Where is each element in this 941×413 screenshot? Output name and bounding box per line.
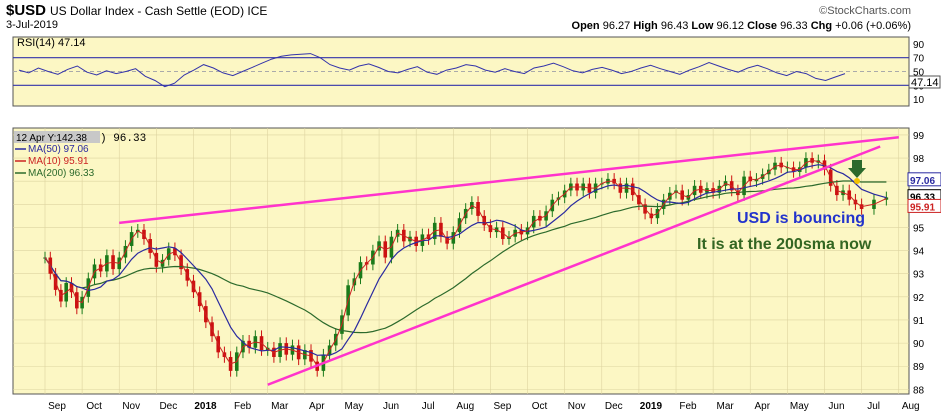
- x-tick-label: Dec: [159, 401, 177, 412]
- exchange: ICE: [247, 4, 268, 18]
- trendlines: [119, 136, 899, 386]
- price-label: 95.91: [910, 202, 935, 213]
- close-label: Close: [747, 20, 778, 32]
- price-label: 96.33: [910, 193, 935, 204]
- legend-entry: MA(200) 96.33: [28, 168, 95, 179]
- x-tick-label: Feb: [679, 401, 697, 412]
- chg-value: +0.06 (+0.06%): [835, 20, 911, 32]
- symbol: $USD: [6, 2, 47, 19]
- open-value: 96.27: [602, 20, 631, 32]
- x-tick-label: Dec: [605, 401, 623, 412]
- x-tick-label: Apr: [309, 401, 325, 412]
- x-tick-label: 2019: [640, 401, 663, 412]
- rsi-current-label: 47.14: [911, 77, 939, 89]
- price-tick-label: 89: [913, 362, 925, 373]
- price-tick-label: 90: [913, 339, 925, 350]
- price-label-box: [907, 172, 941, 187]
- x-tick-label: Nov: [122, 401, 140, 412]
- price-tick-label: 93: [913, 270, 925, 281]
- x-tick-label: Feb: [234, 401, 252, 412]
- chart-date: 3-Jul-2019: [6, 19, 58, 31]
- legend-entry: MA(10) 95.91: [28, 156, 89, 167]
- stockcharts-logo: ©StockCharts.com: [819, 5, 911, 17]
- rsi-axis: 1030507090: [913, 40, 925, 106]
- price-readout: 12 Apr Y:142.38: [16, 133, 87, 144]
- high-value: 96.43: [660, 20, 689, 32]
- x-tick-label: Aug: [902, 401, 920, 412]
- x-tick-label: Mar: [271, 401, 289, 412]
- x-tick-label: Mar: [717, 401, 735, 412]
- x-tick-label: Sep: [494, 401, 512, 412]
- low-value: 96.12: [716, 20, 745, 32]
- price-label-box: [907, 198, 941, 213]
- ma200-line: [44, 180, 887, 334]
- ohlc-readout: Open 96.27 High 96.43 Low 96.12 Close 96…: [572, 20, 911, 32]
- close-value: 96.33: [780, 20, 808, 32]
- chg-label: Chg: [810, 20, 833, 32]
- annotation-bouncing: USD is bouncing: [737, 210, 865, 227]
- x-tick-label: Oct: [532, 401, 548, 412]
- x-tick-label: Aug: [456, 401, 474, 412]
- price-tick-label: 92: [913, 293, 925, 304]
- price-tick-label: 98: [913, 154, 925, 165]
- close-label-partial: ) 96.33: [100, 133, 146, 145]
- price-label: 97.06: [910, 176, 935, 187]
- x-tick-label: May: [790, 401, 809, 412]
- rsi-current-box: [908, 75, 941, 89]
- low-label: Low: [691, 20, 714, 32]
- index-name: US Dollar Index - Cash Settle (EOD): [50, 4, 245, 18]
- price-tick-label: 99: [913, 131, 925, 142]
- price-tick-label: 88: [913, 385, 925, 396]
- x-tick-label: Apr: [754, 401, 770, 412]
- x-tick-label: 2018: [194, 401, 217, 412]
- x-tick-label: Jun: [828, 401, 844, 412]
- time-axis: Sep Oct Nov Dec 2018 Feb Mar Apr May Jun Jul Aug Sep…: [48, 401, 920, 412]
- down-arrow-icon: [848, 160, 866, 178]
- trendline-upper: [119, 136, 899, 225]
- x-tick-label: Oct: [86, 401, 102, 412]
- rsi-line: [18, 53, 846, 88]
- x-tick-label: May: [344, 401, 363, 412]
- price-grid: [13, 128, 909, 394]
- price-tick-label: 94: [913, 247, 925, 258]
- annotation-200sma: It is at the 200sma now: [697, 236, 872, 253]
- rsi-tick-label: 70: [913, 54, 925, 65]
- price-tick-label: 91: [913, 316, 925, 327]
- chart-title: $USD US Dollar Index - Cash Settle (EOD) …: [6, 2, 267, 19]
- rsi-tick-label: 90: [913, 40, 925, 51]
- high-label: High: [633, 20, 658, 32]
- legend-entry: MA(50) 97.06: [28, 144, 89, 155]
- rsi-tick-label: 10: [913, 95, 925, 106]
- x-tick-label: Jul: [422, 401, 435, 412]
- ma10-line: [44, 159, 887, 367]
- trendline-lower: [267, 145, 881, 386]
- price-tick-label: 95: [913, 223, 925, 234]
- marker-dot: [854, 178, 860, 184]
- x-tick-label: Jul: [867, 401, 880, 412]
- open-label: Open: [571, 20, 600, 32]
- x-tick-label: Sep: [48, 401, 66, 412]
- x-tick-label: Nov: [568, 401, 586, 412]
- x-tick-label: Jun: [383, 401, 399, 412]
- rsi-label: RSI(14) 47.14: [17, 37, 85, 49]
- price-readout-box: [14, 131, 100, 143]
- rsi-tick-label: 50: [913, 68, 925, 79]
